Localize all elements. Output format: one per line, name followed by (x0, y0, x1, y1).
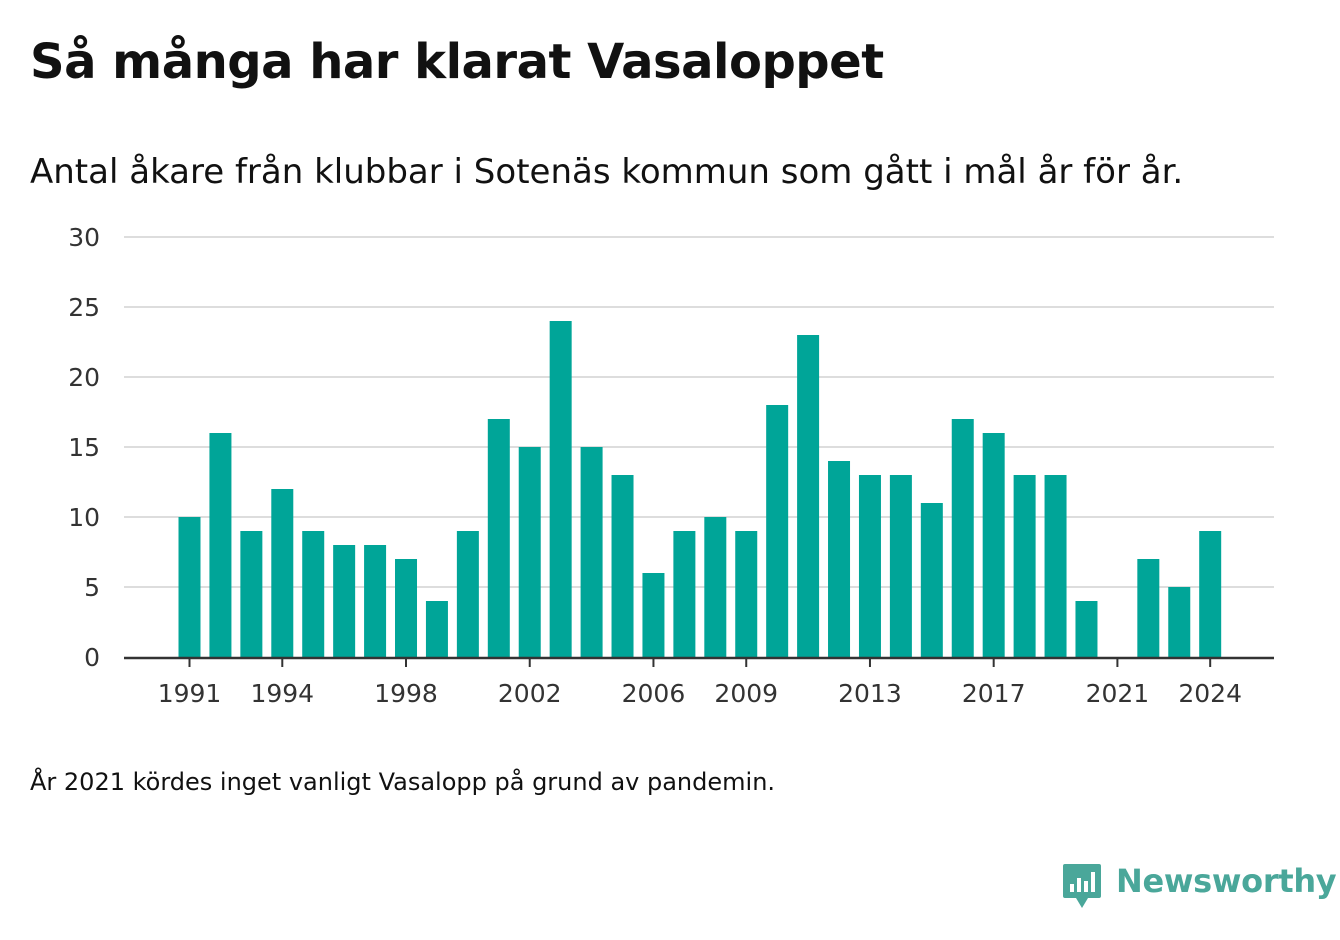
bar-2010 (766, 405, 789, 657)
x-tick-label: 1994 (250, 679, 314, 708)
bar-chart-speech-bubble-icon (1063, 864, 1101, 908)
bar-2002 (518, 447, 541, 657)
x-tick-label: 2006 (622, 679, 686, 708)
axes: 0 5 10 15 20 25 30 1991 1994 1998 2002 2006 2009 2013… (68, 223, 1274, 708)
bar-2009 (735, 531, 758, 657)
bar-2008 (704, 517, 727, 657)
y-tick-label: 30 (68, 223, 100, 252)
bar-2017 (982, 433, 1005, 657)
bar-1998 (395, 559, 418, 657)
bars (178, 321, 1222, 657)
bar-2015 (920, 503, 943, 657)
x-tick-label: 1991 (158, 679, 222, 708)
bar-2020 (1075, 601, 1098, 657)
bar-2000 (456, 531, 479, 657)
bar-chart: 0 5 10 15 20 25 30 1991 1994 1998 2002 2006 2009 2013… (68, 223, 1274, 708)
x-tick-label: 2021 (1086, 679, 1150, 708)
bar-1993 (240, 531, 263, 657)
bar-1992 (209, 433, 232, 657)
bar-2006 (642, 573, 665, 657)
x-tick-label: 2009 (714, 679, 778, 708)
y-tick-label: 15 (68, 433, 100, 462)
x-tick-label: 2002 (498, 679, 562, 708)
y-tick-label: 0 (84, 643, 100, 672)
x-tick-label: 1998 (374, 679, 438, 708)
bar-2019 (1044, 475, 1067, 657)
chart-subtitle: Antal åkare från klubbar i Sotenäs kommu… (30, 152, 1184, 192)
bar-2023 (1168, 587, 1191, 657)
bar-2003 (549, 321, 572, 657)
y-tick-label: 10 (68, 503, 100, 532)
y-tick-label: 25 (68, 293, 100, 322)
bar-2022 (1137, 559, 1160, 657)
bar-1994 (271, 489, 294, 657)
y-tick-label: 20 (68, 363, 100, 392)
bar-2001 (487, 419, 510, 657)
bar-2014 (889, 475, 912, 657)
bar-1997 (364, 545, 387, 657)
bar-2013 (858, 475, 881, 657)
gridlines (124, 236, 1274, 588)
bar-2024 (1199, 531, 1222, 657)
x-tick-label: 2017 (962, 679, 1026, 708)
bar-1995 (302, 531, 325, 657)
brand-name: Newsworthy (1116, 862, 1337, 900)
bar-2018 (1013, 475, 1036, 657)
x-tick-label: 2013 (838, 679, 902, 708)
bar-1991 (178, 517, 201, 657)
x-tick-label: 2024 (1178, 679, 1242, 708)
y-tick-label: 5 (84, 573, 100, 602)
bar-2005 (611, 475, 634, 657)
brand-logo: Newsworthy (1062, 860, 1337, 912)
chart-title: Så många har klarat Vasaloppet (30, 34, 884, 90)
chart-footnote: År 2021 kördes inget vanligt Vasalopp på… (30, 768, 776, 796)
bar-2007 (673, 531, 696, 657)
bar-2004 (580, 447, 603, 657)
bar-2011 (797, 335, 820, 657)
bar-1999 (425, 601, 448, 657)
bar-2016 (951, 419, 974, 657)
bar-2012 (828, 461, 851, 657)
bar-1996 (333, 545, 356, 657)
